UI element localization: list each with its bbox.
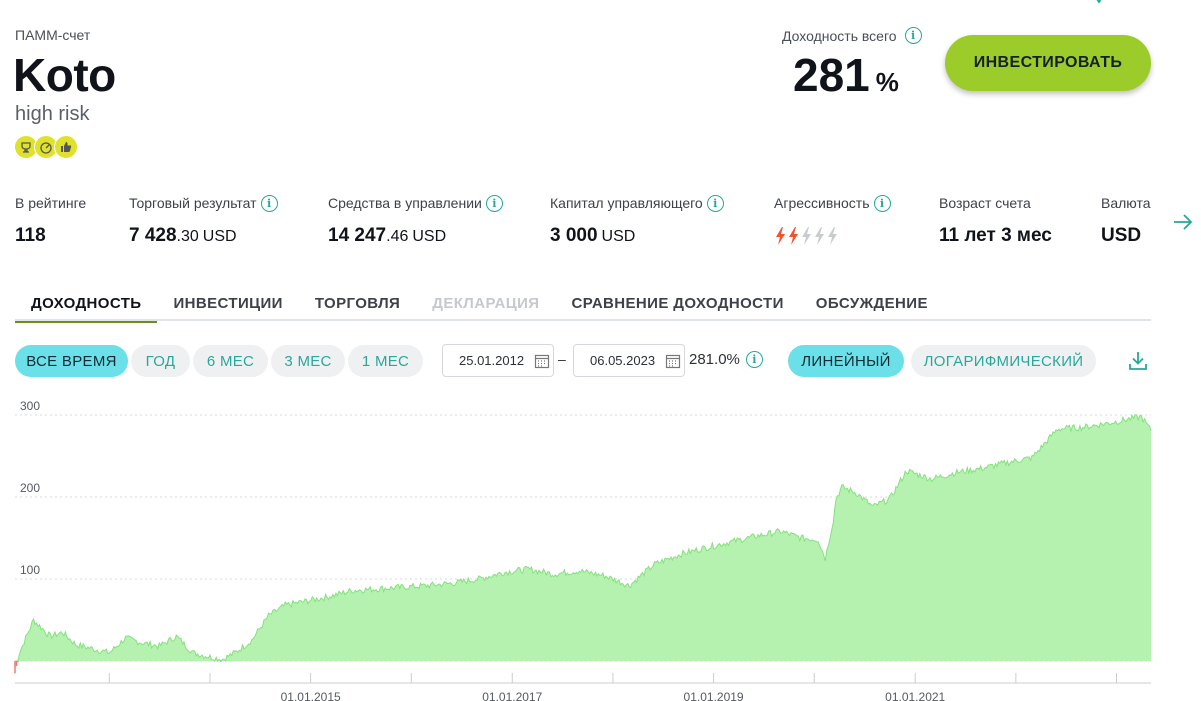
aggressiveness-meter bbox=[774, 225, 891, 247]
period-all-time-button[interactable]: ВСЕ ВРЕМЯ bbox=[15, 345, 128, 377]
stat-value: 11 лет 3 мес bbox=[939, 225, 1052, 246]
x-tick-label: 01.01.2019 bbox=[684, 690, 744, 701]
tab-compare-returns[interactable]: СРАВНЕНИЕ ДОХОДНОСТИ bbox=[571, 295, 784, 312]
stat-label: Капитал управляющего i bbox=[550, 194, 724, 212]
stat-value-fraction: .46 bbox=[386, 228, 409, 245]
period-1m-button[interactable]: 1 МЕС bbox=[348, 345, 423, 377]
account-type-label: ПАММ-счет bbox=[15, 27, 91, 43]
info-icon[interactable]: i bbox=[873, 194, 891, 212]
tab-discussion[interactable]: ОБСУЖДЕНИЕ bbox=[815, 295, 928, 312]
stat-label-text: Торговый результат bbox=[129, 195, 257, 211]
stat-currency: Валюта USD bbox=[1101, 194, 1151, 247]
scale-log-button[interactable]: ЛОГАРИФМИЧЕСКИЙ bbox=[911, 345, 1096, 377]
calendar-icon[interactable] bbox=[665, 353, 681, 369]
stat-label: Средства в управлении i bbox=[328, 194, 503, 212]
stat-value: 3 000 USD bbox=[550, 225, 724, 247]
range-return-value: 281.0% bbox=[689, 351, 740, 368]
bolt-off-icon bbox=[802, 227, 811, 245]
stat-label-text: Агрессивность bbox=[774, 195, 870, 211]
thumbs-up-icon[interactable] bbox=[54, 135, 78, 159]
stat-rating: В рейтинге 118 bbox=[15, 194, 86, 247]
stat-value: 14 247.46 USD bbox=[328, 225, 503, 247]
returns-line bbox=[15, 413, 1152, 662]
scale-linear-button[interactable]: ЛИНЕЙНЫЙ bbox=[788, 345, 904, 377]
period-3m-button[interactable]: 3 МЕС bbox=[271, 345, 345, 377]
stat-value-main: 14 247 bbox=[328, 225, 387, 246]
total-return-unit: % bbox=[875, 67, 899, 97]
stat-manager-capital: Капитал управляющего i 3 000 USD bbox=[550, 194, 724, 247]
returns-chart: 010020030001.01.201501.01.201701.01.2019… bbox=[0, 390, 1201, 701]
stat-label: Валюта bbox=[1101, 195, 1151, 211]
invest-button[interactable]: ИНВЕСТИРОВАТЬ bbox=[945, 35, 1151, 91]
stat-value-currency: USD bbox=[412, 228, 447, 245]
info-icon[interactable]: i bbox=[745, 351, 763, 368]
x-tick-label: 01.01.2015 bbox=[281, 690, 341, 701]
x-tick-label: 01.01.2021 bbox=[885, 690, 945, 701]
y-tick-label: 100 bbox=[20, 563, 40, 577]
tab-trading[interactable]: ТОРГОВЛЯ bbox=[314, 295, 401, 312]
stat-label: Агрессивность i bbox=[774, 194, 891, 212]
y-tick-label: 300 bbox=[20, 399, 40, 413]
info-icon[interactable]: i bbox=[904, 27, 922, 44]
total-return-number: 281 bbox=[793, 49, 870, 101]
stat-value-fraction: .30 bbox=[176, 228, 199, 245]
stat-value-main: 3 000 bbox=[550, 225, 598, 246]
returns-area bbox=[15, 414, 1151, 661]
info-icon[interactable]: i bbox=[260, 194, 278, 212]
total-return-label: Доходность всего i bbox=[782, 27, 922, 44]
period-year-button[interactable]: ГОД bbox=[131, 345, 190, 377]
stat-trading-result: Торговый результат i 7 428.30 USD bbox=[129, 194, 278, 247]
tab-bar: ДОХОДНОСТЬ ИНВЕСТИЦИИ ТОРГОВЛЯ ДЕКЛАРАЦИ… bbox=[15, 289, 1151, 323]
stat-value: USD bbox=[1101, 225, 1142, 246]
total-return-label-text: Доходность всего bbox=[782, 27, 897, 44]
stat-value: 118 bbox=[15, 225, 46, 246]
stat-value-main: 7 428 bbox=[129, 225, 177, 246]
total-return-value: 281% bbox=[793, 48, 899, 102]
date-to-value: 06.05.2023 bbox=[590, 353, 656, 368]
bolt-on-icon bbox=[789, 227, 798, 245]
account-strategy: high risk bbox=[15, 103, 90, 125]
date-separator: – bbox=[558, 351, 566, 367]
badge-list bbox=[14, 135, 78, 159]
date-from-field[interactable]: 25.01.2012 bbox=[442, 344, 554, 377]
stat-label-text: Средства в управлении bbox=[328, 195, 482, 211]
y-tick-label: 200 bbox=[20, 481, 40, 495]
stat-value-currency: USD bbox=[601, 228, 636, 245]
stat-label-text: Капитал управляющего bbox=[550, 195, 703, 211]
returns-chart-svg: 010020030001.01.201501.01.201701.01.2019… bbox=[14, 399, 1152, 701]
date-from-value: 25.01.2012 bbox=[459, 353, 525, 368]
account-name: Koto bbox=[13, 49, 116, 101]
calendar-icon[interactable] bbox=[534, 353, 550, 369]
tab-investments[interactable]: ИНВЕСТИЦИИ bbox=[173, 295, 283, 312]
bolt-off-icon bbox=[815, 227, 824, 245]
info-icon[interactable]: i bbox=[706, 194, 724, 212]
info-icon[interactable]: i bbox=[485, 194, 503, 212]
stat-label: Возраст счета bbox=[939, 195, 1031, 211]
tab-declaration: ДЕКЛАРАЦИЯ bbox=[432, 295, 540, 312]
stat-label: В рейтинге bbox=[15, 195, 87, 211]
bolt-off-icon bbox=[828, 227, 837, 245]
period-6m-button[interactable]: 6 МЕС bbox=[193, 345, 268, 377]
stat-value-currency: USD bbox=[202, 228, 237, 245]
download-icon[interactable] bbox=[1128, 350, 1148, 372]
stat-value: 7 428.30 USD bbox=[129, 225, 278, 247]
arrow-right-icon[interactable] bbox=[1172, 212, 1194, 232]
date-to-field[interactable]: 06.05.2023 bbox=[573, 344, 685, 377]
x-tick-label: 01.01.2017 bbox=[482, 690, 542, 701]
range-return: 281.0% i bbox=[689, 351, 763, 368]
tab-returns[interactable]: ДОХОДНОСТЬ bbox=[15, 289, 158, 323]
stat-aggressiveness: Агрессивность i bbox=[774, 194, 891, 247]
bolt-on-icon bbox=[776, 227, 785, 245]
stat-funds-under-management: Средства в управлении i 14 247.46 USD bbox=[328, 194, 503, 247]
stat-label: Торговый результат i bbox=[129, 194, 278, 212]
stat-account-age: Возраст счета 11 лет 3 мес bbox=[939, 194, 1052, 247]
share-icon[interactable] bbox=[1130, 0, 1148, 6]
star-icon[interactable] bbox=[1090, 0, 1108, 6]
